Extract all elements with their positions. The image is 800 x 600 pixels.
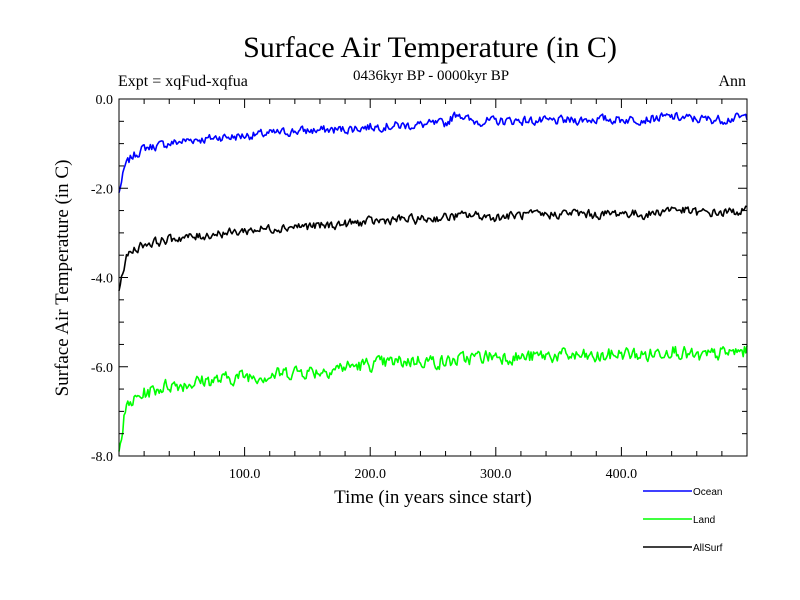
chart-left-label: Expt = xqFud-xqfua bbox=[118, 73, 248, 90]
series-line-ocean bbox=[118, 111, 748, 193]
legend-label-land: Land bbox=[693, 515, 715, 526]
y-tick-label: -6.0 bbox=[91, 361, 113, 376]
x-tick-label: 300.0 bbox=[480, 467, 512, 482]
legend: Ocean Land AllSurf bbox=[643, 487, 723, 554]
series-line-land bbox=[118, 345, 748, 452]
legend-label-allsurf: AllSurf bbox=[693, 543, 723, 554]
y-tick-label: -4.0 bbox=[91, 272, 113, 287]
chart-title: Surface Air Temperature (in C) bbox=[243, 31, 617, 64]
x-tick-label: 400.0 bbox=[606, 467, 638, 482]
legend-label-ocean: Ocean bbox=[693, 487, 722, 498]
x-tick-label: 100.0 bbox=[229, 467, 261, 482]
plot-frame bbox=[118, 98, 748, 457]
y-tick-label: -8.0 bbox=[91, 450, 113, 465]
chart-right-label: Ann bbox=[718, 73, 746, 90]
y-axis-label: Surface Air Temperature (in C) bbox=[52, 160, 73, 397]
x-tick-label: 200.0 bbox=[354, 467, 386, 482]
series-layer bbox=[118, 111, 748, 452]
ticks-layer: 100.0 200.0 300.0 400.0 0.0 -2.0 -4.0 -6.0 -8.0 bbox=[91, 93, 747, 482]
series-line-allsurf bbox=[118, 205, 748, 292]
chart-subtitle: 0436kyr BP - 0000kyr BP bbox=[353, 68, 509, 84]
y-tick-label: 0.0 bbox=[96, 93, 114, 108]
x-axis-label: Time (in years since start) bbox=[334, 487, 532, 508]
y-tick-label: -2.0 bbox=[91, 182, 113, 197]
